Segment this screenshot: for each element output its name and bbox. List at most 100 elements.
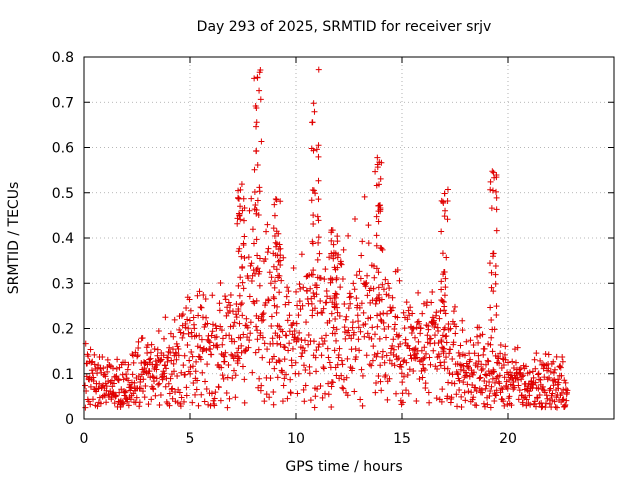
- data-point: [283, 293, 290, 300]
- data-point: [235, 282, 242, 289]
- data-point: [365, 222, 372, 229]
- data-point: [394, 266, 401, 273]
- data-point: [491, 397, 498, 404]
- data-point: [223, 312, 230, 319]
- data-point: [488, 383, 495, 390]
- data-point: [103, 383, 110, 390]
- data-point: [156, 380, 163, 387]
- data-point: [274, 374, 281, 381]
- data-point: [449, 356, 456, 363]
- data-point: [354, 312, 361, 319]
- data-point: [276, 334, 283, 341]
- data-point: [178, 369, 185, 376]
- data-point: [400, 358, 407, 365]
- data-point: [264, 221, 271, 228]
- data-point: [276, 289, 283, 296]
- data-points: [82, 66, 571, 411]
- data-point: [87, 346, 94, 353]
- data-point: [279, 369, 286, 376]
- data-point: [444, 197, 451, 204]
- data-point: [430, 347, 437, 354]
- data-point: [167, 330, 174, 337]
- data-point: [491, 326, 498, 333]
- data-point: [372, 300, 379, 307]
- data-point: [198, 304, 205, 311]
- data-point: [403, 387, 410, 394]
- data-point: [369, 357, 376, 364]
- data-point: [235, 194, 242, 201]
- data-point: [255, 346, 262, 353]
- data-point: [490, 368, 497, 375]
- data-point: [314, 274, 321, 281]
- data-point: [209, 321, 216, 328]
- data-point: [459, 317, 466, 324]
- data-point: [442, 333, 449, 340]
- data-point: [384, 310, 391, 317]
- data-point: [552, 403, 559, 410]
- data-point: [332, 294, 339, 301]
- data-point: [430, 317, 437, 324]
- data-point: [270, 293, 277, 300]
- data-point: [487, 186, 494, 193]
- data-point: [215, 384, 222, 391]
- data-point: [492, 263, 499, 270]
- data-point: [164, 358, 171, 365]
- data-point: [504, 385, 511, 392]
- data-point: [453, 391, 460, 398]
- data-point: [275, 246, 282, 253]
- data-point: [221, 358, 228, 365]
- data-point: [560, 386, 567, 393]
- data-point: [174, 343, 181, 350]
- data-point: [135, 344, 142, 351]
- data-point: [87, 383, 94, 390]
- data-point: [526, 369, 533, 376]
- data-point: [195, 312, 202, 319]
- data-point: [456, 387, 463, 394]
- data-point: [404, 316, 411, 323]
- data-point: [454, 370, 461, 377]
- data-point: [464, 372, 471, 379]
- data-point: [515, 396, 522, 403]
- data-point: [480, 351, 487, 358]
- data-point: [296, 329, 303, 336]
- data-point: [505, 359, 512, 366]
- data-point: [336, 312, 343, 319]
- data-point: [356, 304, 363, 311]
- data-point: [557, 364, 564, 371]
- data-point: [315, 234, 322, 241]
- data-point: [165, 380, 172, 387]
- data-point: [432, 321, 439, 328]
- data-point: [452, 330, 459, 337]
- data-point: [189, 363, 196, 370]
- data-point: [232, 353, 239, 360]
- data-point: [178, 394, 185, 401]
- data-point: [281, 356, 288, 363]
- data-point: [368, 362, 375, 369]
- data-point: [124, 366, 131, 373]
- data-point: [385, 280, 392, 287]
- data-point: [243, 315, 250, 322]
- data-point: [358, 252, 365, 259]
- data-point: [345, 327, 352, 334]
- y-tick-label: 0.5: [52, 186, 74, 202]
- y-tick-label: 0.6: [52, 141, 74, 157]
- data-point: [317, 275, 324, 282]
- data-point: [537, 357, 544, 364]
- data-point: [282, 344, 289, 351]
- data-point: [468, 389, 475, 396]
- data-point: [298, 353, 305, 360]
- data-point: [441, 213, 448, 220]
- data-point: [128, 383, 135, 390]
- data-point: [309, 119, 316, 126]
- data-point: [533, 350, 540, 357]
- data-point: [102, 373, 109, 380]
- data-point: [364, 292, 371, 299]
- data-point: [407, 352, 414, 359]
- data-point: [270, 263, 277, 270]
- data-point: [318, 335, 325, 342]
- data-point: [519, 401, 526, 408]
- data-point: [373, 242, 380, 249]
- data-point: [422, 380, 429, 387]
- data-point: [254, 74, 261, 81]
- data-point: [434, 365, 441, 372]
